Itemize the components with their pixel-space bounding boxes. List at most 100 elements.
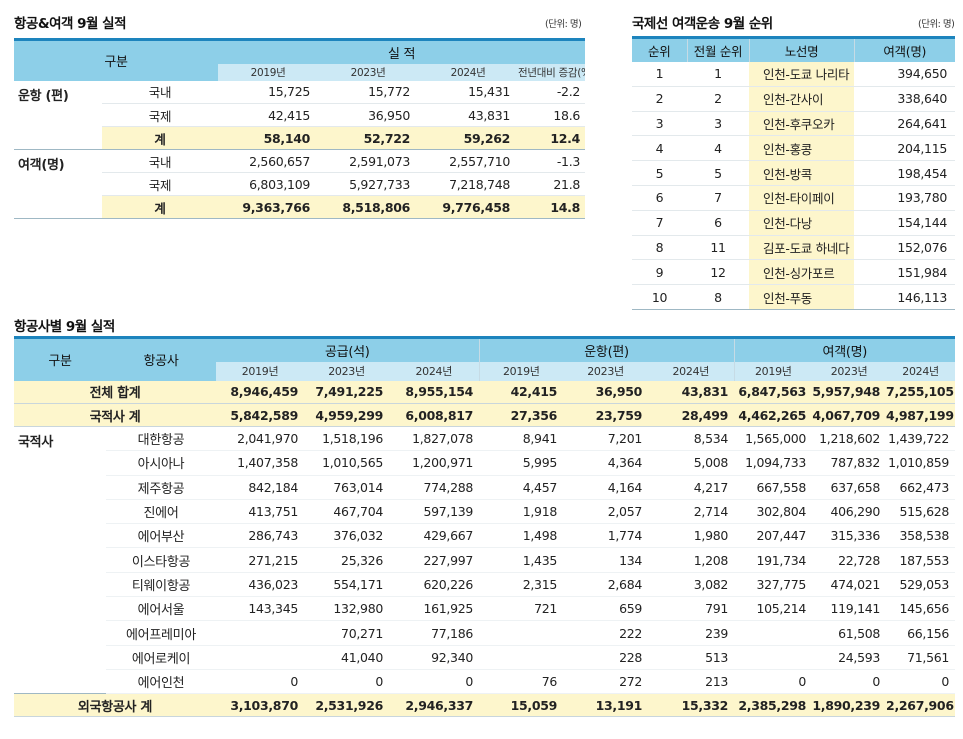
table1-cell: 6,803,109 [218,172,319,196]
table1-cell: 9,363,766 [218,195,319,219]
table3-cell: 105,214 [734,596,813,622]
airline-row: 이스타항공 271,215 25,326 227,997 1,435 134 1,208 19… [14,547,956,573]
table1-cell: 36,950 [318,103,419,127]
table3-cell: 76 [479,669,564,695]
table3-cell: 302,804 [734,499,813,525]
table3-cell: 24,593 [812,645,887,670]
table2-cell: 193,780 [854,185,955,211]
table3-cell: 327,775 [734,572,813,598]
table3-cell: 143,345 [216,596,304,622]
table3-cell: 61,508 [812,620,887,646]
table3-cell: 515,628 [886,499,956,525]
table2-row: 8 11 김포-도쿄 하네다 152,076 [632,235,955,261]
table3-year-header: 2024년 [648,361,735,381]
table3-cell: 0 [389,669,480,695]
table3-cell: 5,842,589 [216,403,304,427]
table1-year-header: 전년대비 증감(%) [518,63,586,81]
table3-cell: 191,734 [734,547,813,573]
table2-cell: 11 [687,235,749,261]
table2-cell: 1 [687,61,749,87]
table1-year-header: 2024년 [418,63,519,81]
table1-cell: -2.2 [518,80,586,104]
table3-cell: 222 [563,620,649,646]
table3-cell: 1,827,078 [389,426,480,452]
table1-cell: 14.8 [518,195,586,219]
table3-cell: 272 [563,669,649,695]
airline-row: 에어프레미아 70,271 77,186 222 239 61,508 66,156 [14,620,956,646]
table3-cell: 1,208 [648,547,735,573]
table3-cell: 5,957,948 [812,380,887,404]
table2-cell: 2 [632,86,687,112]
airline-name: 제주항공 [106,475,216,500]
table2-row: 3 3 인천-후쿠오카 264,641 [632,111,955,137]
table2-row: 7 6 인천-다낭 154,144 [632,210,955,236]
table2-unit: (단위: 명) [918,19,955,30]
table3-cell: 763,014 [304,475,389,500]
table3-cell: 70,271 [304,620,389,646]
airline-name: 대한항공 [106,426,216,452]
table2-cell: 인천-타이페이 [749,185,854,211]
table3-cell: 8,941 [479,426,564,452]
route-ranking-table: 순위 전월 순위 노선명 여객(명) 1 1 인천-도쿄 나리타 394,650 2 2 인천-간… [632,36,955,310]
table2-cell: 인천-후쿠오카 [749,111,854,137]
table3-cell: 0 [812,669,887,695]
table1-row: 운항 (편) 국내 15,725 15,772 15,431 -2.2 [14,80,586,150]
table3-cell: 207,447 [734,523,813,549]
table3-cell: 2,315 [479,572,564,598]
table2-cell: 12 [687,259,749,286]
table3-cell: 6,008,817 [389,403,480,427]
table3-cell: 667,558 [734,475,813,500]
table3-cell: 637,658 [812,475,887,500]
table3-cell: 92,340 [389,645,480,670]
table2-cell: 3 [632,111,687,137]
table2-header: 노선명 [748,37,854,62]
table3-cell: 71,561 [886,645,956,670]
table3-cell: 429,667 [389,523,480,549]
table1-cell: 43,831 [418,103,519,127]
table3-cell: 554,171 [304,572,389,598]
table3-cell [216,645,304,670]
table3-cell: 774,288 [389,475,480,500]
table3-cell: 1,010,565 [304,450,389,476]
table3-cell: 0 [734,669,813,695]
table2-row: 1 1 인천-도쿄 나리타 394,650 [632,61,955,87]
table3-cell: 286,743 [216,523,304,549]
table3-cell: 1,518,196 [304,426,389,452]
airline-name: 이스타항공 [106,547,216,573]
table2-cell: 8 [687,284,749,310]
table3-cell: 27,356 [479,403,564,427]
table3-cell [479,620,564,646]
table2-row: 4 4 인천-홍콩 204,115 [632,135,955,162]
table2-cell: 7 [687,185,749,211]
table3-year-header: 2023년 [812,361,887,381]
table2-cell: 인천-다낭 [749,210,854,236]
table2-cell: 5 [632,160,687,186]
table1-cell: -1.3 [518,149,586,173]
table1-cell: 2,560,657 [218,149,319,173]
table1-sub-label: 국내 [102,80,219,104]
table1-row: 계 9,363,766 8,518,806 9,776,458 14.8 [14,195,586,219]
national-total-row-label: 국적사 계 [14,403,216,427]
table3-cell: 315,336 [812,523,887,549]
airline-name: 에어인천 [106,669,216,695]
table2-cell: 146,113 [854,284,955,310]
table2-row: 5 5 인천-방콕 198,454 [632,160,955,186]
total-row: 전체 합계 8,946,459 7,491,225 8,955,154 42,415 36… [14,380,956,404]
table3-cell: 474,021 [812,572,887,598]
table3-cell: 842,184 [216,475,304,500]
airline-row: 국적사 대한항공 2,041,970 1,518,196 1,827,078 8,941 7… [14,426,956,695]
table1-unit: (단위: 명) [545,19,582,30]
table3-cell: 3,082 [648,572,735,598]
table2-cell: 인천-홍콩 [749,135,854,162]
table3-header-airline: 항공사 [106,337,216,381]
airline-row: 에어로케이 41,040 92,340 228 513 24,593 71,561 [14,645,956,670]
table3-cell: 2,041,970 [216,426,304,452]
table2-cell: 154,144 [854,210,955,236]
airline-name: 에어프레미아 [106,620,216,646]
airline-row: 아시아나 1,407,358 1,010,565 1,200,971 5,995 4,36… [14,450,956,476]
table3-cell: 1,498 [479,523,564,549]
table2-cell: 인천-싱가포르 [749,259,854,286]
table3-header-passengers: 여객(명) [733,337,956,362]
table3-cell: 7,491,225 [304,380,389,404]
table2-header: 전월 순위 [686,37,749,62]
